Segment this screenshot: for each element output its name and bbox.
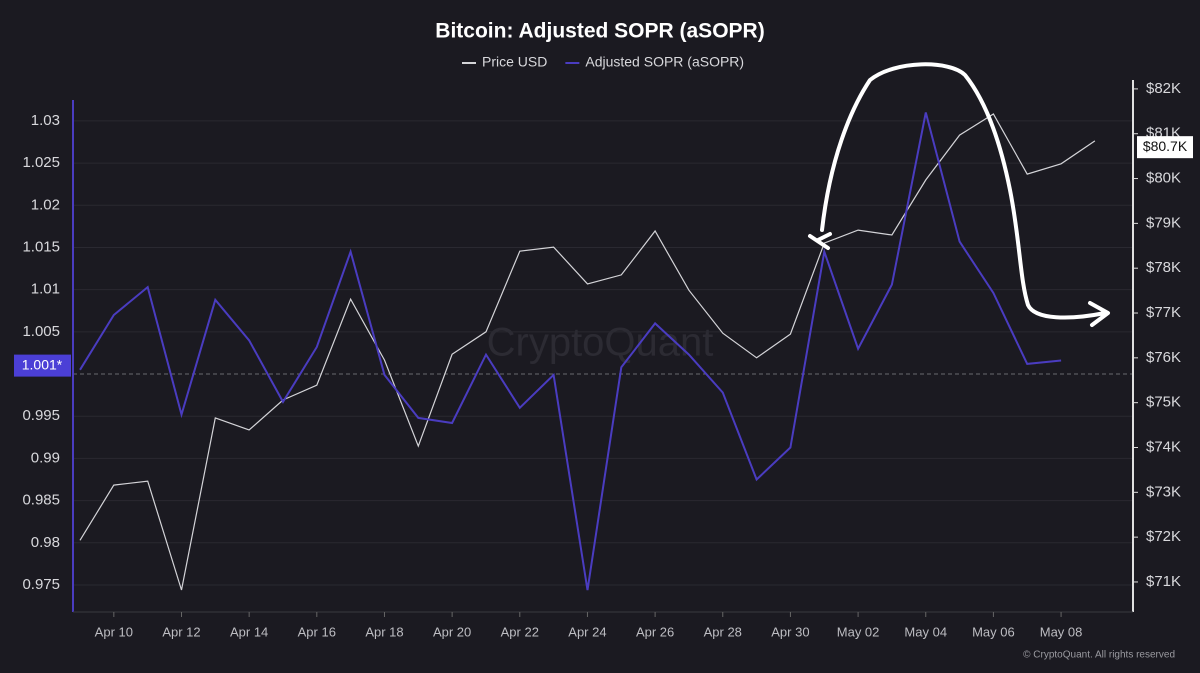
- current-y-box: [14, 354, 71, 377]
- y-tick-label: 1.02: [31, 196, 60, 213]
- x-tick-label: Apr 20: [433, 624, 471, 639]
- y2-tick-label: $75K: [1146, 394, 1181, 411]
- x-tick-label: Apr 30: [771, 624, 809, 639]
- y2-tick-label: $77K: [1146, 304, 1181, 321]
- x-tick-label: Apr 18: [365, 624, 403, 639]
- x-tick-label: May 06: [972, 624, 1015, 639]
- watermark: CryptoQuant: [487, 321, 714, 365]
- x-tick-label: May 02: [837, 624, 880, 639]
- y2-tick-label: $76K: [1146, 349, 1181, 366]
- y2-tick-label: $74K: [1146, 438, 1181, 455]
- y-tick-label: 1.015: [22, 238, 60, 255]
- y-tick-label: 0.98: [31, 534, 60, 551]
- y-tick-label: 1.01: [31, 281, 60, 298]
- x-tick-label: May 04: [904, 624, 947, 639]
- y2-tick-label: $72K: [1146, 528, 1181, 545]
- legend-label: Adjusted SOPR (aSOPR): [585, 54, 744, 70]
- x-tick-label: Apr 28: [704, 624, 742, 639]
- y2-tick-label: $82K: [1146, 80, 1181, 97]
- current-y2-label: $80.7K: [1143, 138, 1188, 154]
- current-y2-box: [1137, 136, 1193, 159]
- y2-tick-label: $79K: [1146, 214, 1181, 231]
- footer: © CryptoQuant. All rights reserved: [1023, 650, 1175, 661]
- x-tick-label: Apr 16: [298, 624, 336, 639]
- y2-tick-label: $78K: [1146, 259, 1181, 276]
- x-tick-label: May 08: [1040, 624, 1083, 639]
- plot: 0.975 0.98 0.985 0.99 0.995 1.005 1.01 1.015 1.0…: [14, 54, 1193, 639]
- y-tick-label: 0.975: [22, 576, 60, 593]
- x-tick-label: Apr 12: [162, 624, 200, 639]
- current-y-label: 1.001*: [22, 356, 63, 372]
- hand-drawn-arrow: [808, 62, 1110, 327]
- x-tick-label: Apr 24: [568, 624, 606, 639]
- legend-label: Price USD: [482, 54, 547, 70]
- y-tick-label: 1.005: [22, 323, 60, 340]
- y-tick-label: 1.025: [22, 154, 60, 171]
- y-tick-label: 0.99: [31, 449, 60, 466]
- chart-title: Bitcoin: Adjusted SOPR (aSOPR): [435, 20, 764, 43]
- y-tick-label: 0.985: [22, 492, 60, 509]
- x-tick-label: Apr 14: [230, 624, 268, 639]
- x-tick-label: Apr 10: [95, 624, 133, 639]
- x-tick-label: Apr 22: [501, 624, 539, 639]
- y2-tick-label: $80K: [1146, 170, 1181, 187]
- series-line: [79, 113, 1096, 591]
- x-tick-label: Apr 26: [636, 624, 674, 639]
- series-line: [79, 112, 1062, 591]
- y2-tick-label: $73K: [1146, 483, 1181, 500]
- y-tick-label: 1.03: [31, 112, 60, 129]
- y-tick-label: 0.995: [22, 407, 60, 424]
- y2-tick-label: $71K: [1146, 573, 1181, 590]
